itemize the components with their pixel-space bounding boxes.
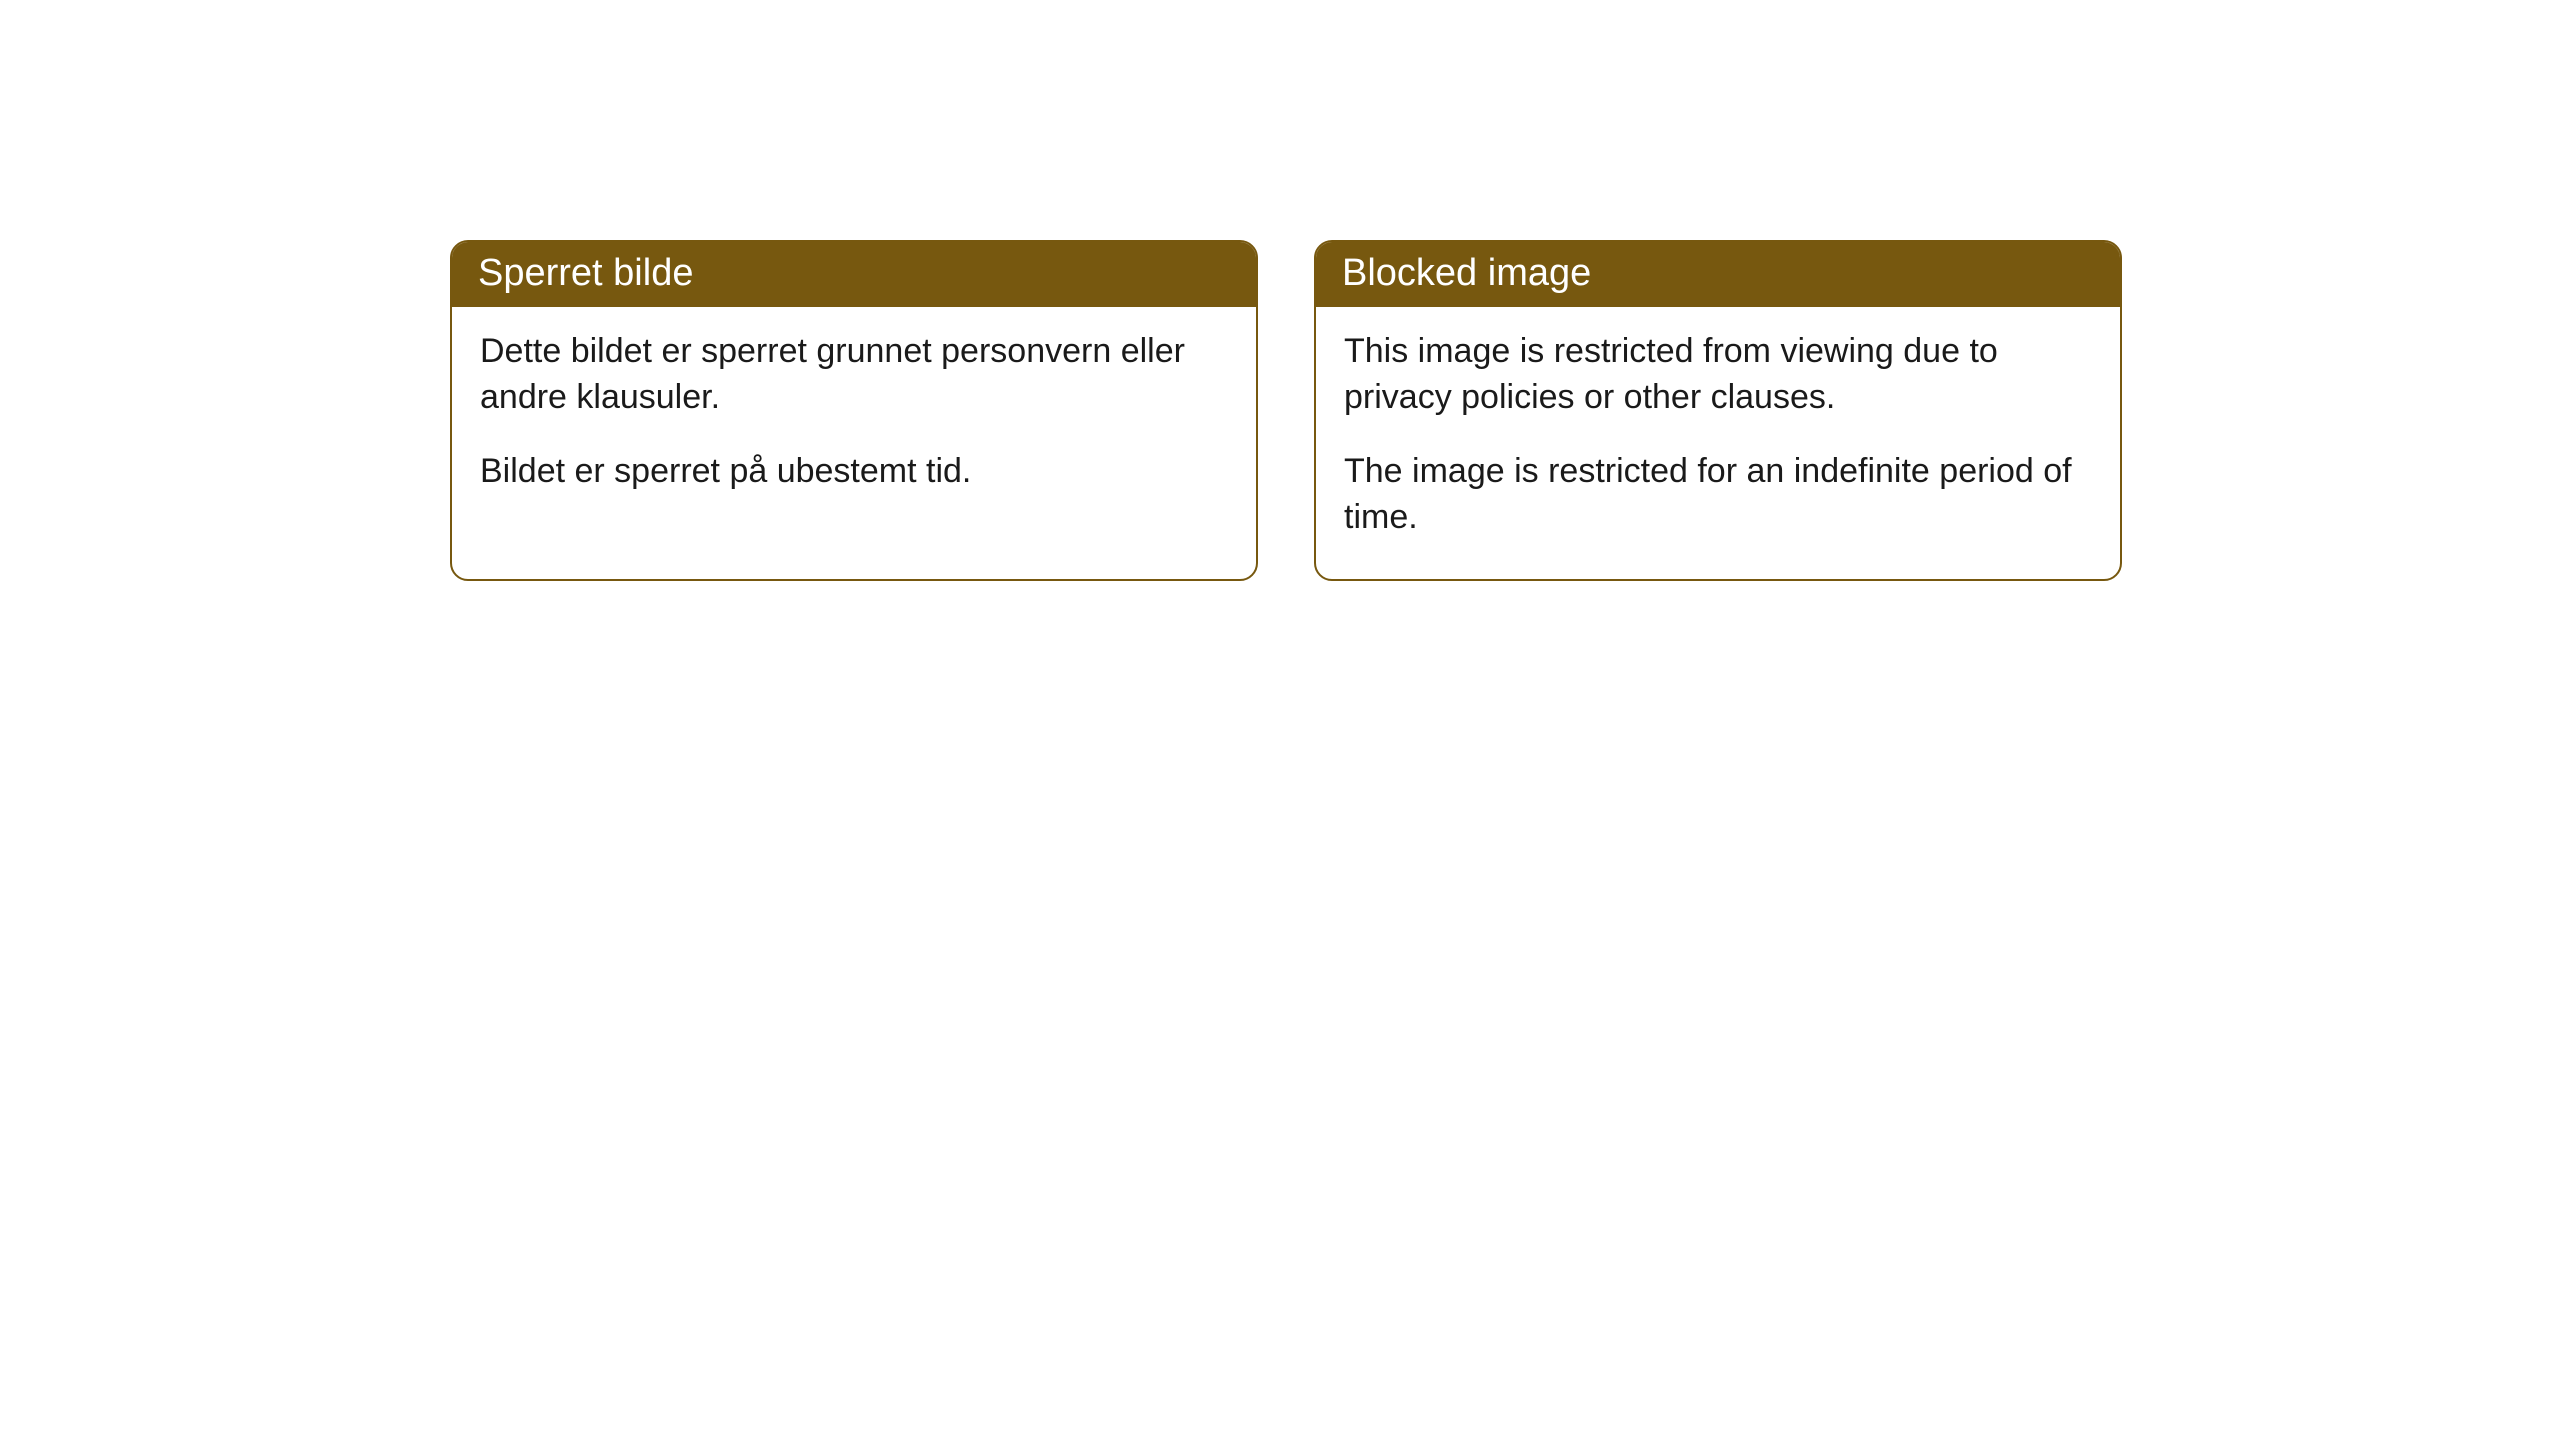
notice-cards-container: Sperret bilde Dette bildet er sperret gr… [450,240,2122,581]
blocked-image-card-english: Blocked image This image is restricted f… [1314,240,2122,581]
card-paragraph: The image is restricted for an indefinit… [1344,449,2092,541]
card-body: This image is restricted from viewing du… [1316,307,2120,579]
card-body: Dette bildet er sperret grunnet personve… [452,307,1256,533]
card-title: Blocked image [1316,242,2120,307]
card-paragraph: Dette bildet er sperret grunnet personve… [480,329,1228,421]
blocked-image-card-norwegian: Sperret bilde Dette bildet er sperret gr… [450,240,1258,581]
card-title: Sperret bilde [452,242,1256,307]
card-paragraph: Bildet er sperret på ubestemt tid. [480,449,1228,495]
card-paragraph: This image is restricted from viewing du… [1344,329,2092,421]
